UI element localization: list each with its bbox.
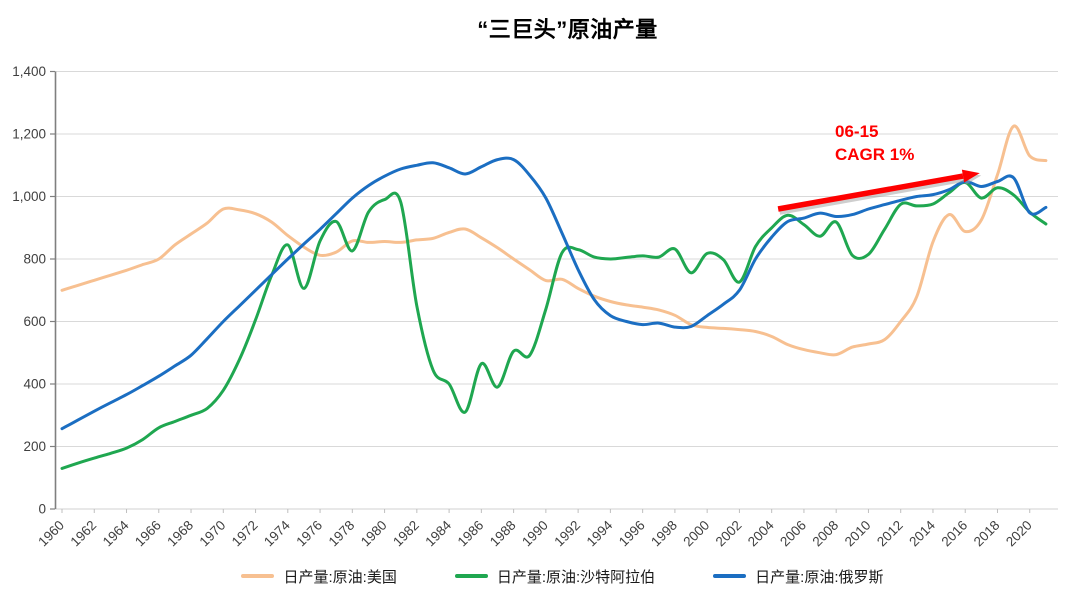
- x-tick-label: 2016: [938, 518, 970, 550]
- x-tick-label: 2018: [971, 518, 1003, 550]
- y-tick-label: 0: [38, 502, 46, 517]
- x-tick-label: 1998: [648, 518, 680, 550]
- y-tick-label: 200: [23, 439, 46, 454]
- x-tick-label: 1968: [164, 518, 196, 550]
- legend-label-saudi: 日产量:原油:沙特阿拉伯: [496, 568, 656, 586]
- x-tick-label: 2012: [874, 518, 906, 550]
- y-tick-label: 1,400: [12, 64, 46, 79]
- legend-swatch-russia-icon: [713, 574, 747, 578]
- x-tick-label: 1960: [35, 518, 67, 550]
- x-tick-label: 2000: [680, 518, 712, 550]
- legend-label-us: 日产量:原油:美国: [283, 568, 397, 586]
- x-tick-label: 1976: [293, 518, 325, 550]
- x-tick-label: 1962: [68, 518, 100, 550]
- x-tick-label: 1980: [358, 518, 390, 550]
- cagr-annotation-line1: 06-15: [835, 122, 879, 141]
- x-tick-label: 1974: [261, 517, 293, 549]
- legend: 日产量:原油:美国 日产量:原油:沙特阿拉伯 日产量:原油:俄罗斯: [0, 561, 1080, 591]
- x-tick-label: 2008: [809, 518, 841, 550]
- x-tick-label: 1972: [229, 518, 261, 550]
- x-tick-label: 1984: [422, 517, 454, 549]
- x-tick-label: 1996: [616, 518, 648, 550]
- cagr-arrow-shadow: [779, 176, 965, 215]
- cagr-annotation-line2: CAGR 1%: [835, 145, 915, 164]
- series-line-1: [60, 180, 1048, 470]
- cagr-annotation: 06-15 CAGR 1%: [835, 120, 914, 166]
- legend-item-saudi: 日产量:原油:沙特阿拉伯: [454, 566, 656, 587]
- x-tick-label: 1966: [132, 518, 164, 550]
- cagr-arrow: [777, 173, 964, 212]
- x-tick-label: 2014: [906, 517, 938, 549]
- y-tick-label: 400: [23, 377, 46, 392]
- x-tick-label: 1990: [519, 518, 551, 550]
- x-tick-label: 1978: [326, 518, 358, 550]
- x-tick-label: 2010: [842, 518, 874, 550]
- legend-swatch-us-icon: [241, 574, 275, 578]
- series-line-2: [60, 156, 1048, 431]
- y-tick-label: 800: [23, 252, 46, 267]
- x-tick-label: 2006: [777, 518, 809, 550]
- x-tick-label: 1994: [584, 517, 616, 549]
- chart-title: “三巨头”原油产量: [477, 17, 658, 42]
- x-tick-label: 1970: [197, 518, 229, 550]
- y-tick-label: 1,200: [12, 127, 46, 142]
- x-tick-label: 1988: [487, 518, 519, 550]
- x-tick-label: 1992: [551, 518, 583, 550]
- cagr-arrowhead-icon: [961, 169, 980, 183]
- y-tick-label: 600: [23, 314, 46, 329]
- y-tick-label: 1,000: [12, 189, 46, 204]
- x-tick-label: 2020: [1003, 518, 1035, 550]
- x-tick-label: 2004: [745, 517, 777, 549]
- legend-item-us: 日产量:原油:美国: [241, 566, 397, 587]
- x-tick-label: 1986: [455, 518, 487, 550]
- legend-swatch-saudi-icon: [454, 574, 488, 578]
- x-tick-label: 2002: [713, 518, 745, 550]
- x-tick-label: 1982: [390, 518, 422, 550]
- legend-item-russia: 日产量:原油:俄罗斯: [713, 566, 884, 587]
- legend-label-russia: 日产量:原油:俄罗斯: [755, 568, 884, 586]
- x-tick-label: 1964: [100, 517, 132, 549]
